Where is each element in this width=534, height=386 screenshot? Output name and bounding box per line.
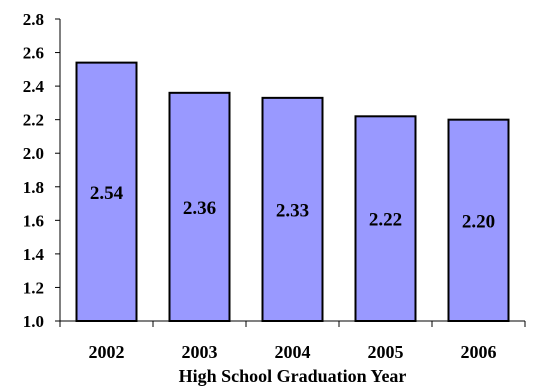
y-tick-label: 2.0 [23, 144, 44, 163]
y-tick-label: 2.2 [23, 111, 44, 130]
data-label: 2.36 [183, 198, 216, 219]
y-tick-label: 1.2 [23, 278, 44, 297]
y-tick-label: 2.6 [23, 44, 44, 63]
bar-2002 [75, 61, 138, 322]
data-label: 2.33 [276, 200, 309, 221]
bar-2003 [168, 91, 231, 322]
y-tick-label: 1.4 [23, 245, 45, 264]
y-tick-label: 1.8 [23, 178, 44, 197]
data-label: 2.54 [90, 183, 124, 204]
x-axis-category-labels: 2002 2003 2004 2005 2006 [89, 342, 497, 362]
bar-2005 [354, 115, 417, 322]
bars [75, 61, 510, 322]
y-axis-tick-labels: 1.0 1.2 1.4 1.6 1.8 2.0 2.2 2.4 2.6 2.8 [23, 10, 45, 331]
y-tick-label: 1.0 [23, 312, 44, 331]
data-label: 2.20 [462, 211, 495, 232]
y-tick-label: 1.6 [23, 211, 44, 230]
y-tick-label: 2.4 [23, 77, 45, 96]
x-axis-ticks [59, 321, 526, 327]
x-category-label: 2004 [275, 342, 311, 362]
x-category-label: 2005 [368, 342, 404, 362]
bar-2006 [447, 118, 510, 322]
y-axis-ticks [55, 18, 60, 322]
x-category-label: 2006 [461, 342, 497, 362]
y-tick-label: 2.8 [23, 10, 44, 29]
data-label: 2.22 [369, 210, 402, 231]
x-category-label: 2002 [89, 342, 125, 362]
data-labels: 2.54 2.36 2.33 2.22 2.20 [90, 183, 495, 233]
x-axis-title: High School Graduation Year [179, 366, 407, 386]
x-category-label: 2003 [182, 342, 218, 362]
